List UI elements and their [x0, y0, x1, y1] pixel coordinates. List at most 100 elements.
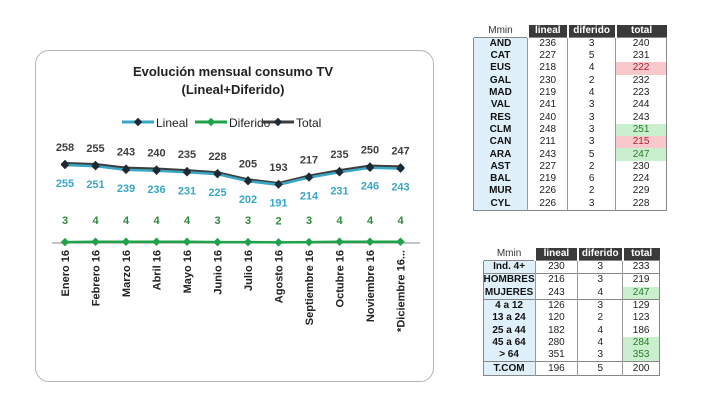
diferido-cell: 4 [577, 324, 623, 337]
data-label-diferido: 4 [92, 215, 99, 227]
table-row: Ind. 4+ 230 3 233 [483, 260, 660, 274]
diferido-cell: 3 [577, 298, 623, 313]
total-cell: 353 [622, 349, 660, 362]
total-cell: 243 [615, 111, 667, 124]
column-header: Mmin [472, 25, 528, 38]
x-tick-label: Noviembre 16 [365, 250, 377, 322]
x-tick-label: Enero 16 [60, 250, 72, 296]
data-label-total: 228 [208, 151, 226, 163]
data-point-lineal [121, 165, 131, 175]
lineal-cell: 230 [534, 260, 578, 274]
diferido-cell: 4 [567, 86, 616, 100]
total-cell: 228 [615, 197, 667, 211]
row-label: HOMBRES [483, 273, 536, 287]
data-label-lineal: 231 [178, 185, 196, 197]
data-label-total: 255 [86, 143, 104, 155]
row-label: 45 a 64 [483, 336, 536, 350]
data-point-diferido [335, 237, 344, 247]
diferido-cell: 3 [567, 99, 616, 112]
data-label-lineal: 225 [208, 187, 226, 199]
data-point-diferido [91, 237, 100, 247]
data-label-total: 205 [239, 158, 257, 170]
data-label-total: 240 [147, 148, 165, 160]
data-label-lineal: 236 [147, 184, 165, 196]
total-cell: 186 [622, 324, 660, 337]
table-row: T.COM 196 5 200 [483, 361, 660, 376]
lineal-cell: 280 [534, 336, 578, 350]
row-label: CAT [473, 50, 528, 63]
total-cell: 247 [615, 148, 667, 161]
x-tick-label: Agosto 16 [274, 250, 286, 303]
legend-marker-total [273, 117, 283, 127]
data-label-diferido: 4 [397, 215, 404, 227]
lineal-cell: 226 [527, 185, 568, 198]
lineal-cell: 227 [527, 160, 568, 173]
series-line-total [64, 162, 401, 186]
table-row: 25 a 44 182 4 186 [483, 324, 660, 337]
column-header: diferido [566, 25, 616, 38]
data-point-lineal [152, 166, 161, 176]
line-chart: Evolución mensual consumo TV (Lineal+Dife… [52, 64, 420, 332]
lineal-cell: 243 [534, 286, 578, 300]
lineal-cell: 196 [534, 361, 578, 376]
legend-marker-lineal [133, 117, 143, 127]
data-point-diferido [60, 237, 70, 247]
table-row: 13 a 24 120 2 123 [483, 312, 660, 325]
table-row: CYL 226 3 228 [473, 197, 667, 211]
lineal-cell: 240 [527, 111, 568, 124]
x-tick-label: *Diciembre 16... [396, 250, 408, 332]
row-label: > 64 [483, 349, 536, 362]
x-tick-label: Mayo 16 [182, 250, 194, 293]
chart-panel [35, 50, 434, 382]
diferido-cell: 3 [567, 37, 616, 50]
table-row: EUS 218 4 222 [473, 62, 667, 75]
diferido-cell: 2 [577, 312, 623, 325]
data-label-diferido: 2 [275, 215, 281, 227]
data-label-diferido: 4 [153, 215, 160, 227]
total-cell: 129 [622, 298, 660, 313]
diferido-cell: 3 [577, 260, 623, 274]
lineal-cell: 248 [527, 123, 568, 137]
legend-label-lineal: Lineal [156, 116, 188, 130]
diferido-cell: 2 [567, 185, 616, 198]
data-label-total: 258 [56, 142, 74, 154]
data-label-diferido: 3 [214, 215, 220, 227]
lineal-cell: 226 [527, 197, 568, 211]
x-tick-label: Septiembre 16 [304, 250, 316, 325]
data-label-diferido: 4 [123, 215, 130, 227]
table-row: RES 240 3 243 [473, 111, 667, 124]
column-header: lineal [526, 25, 568, 38]
column-header: diferido [576, 248, 623, 261]
data-label-diferido: 3 [245, 215, 251, 227]
data-label-total: 235 [178, 149, 196, 161]
total-cell: 247 [622, 286, 660, 300]
row-label: MUJERES [483, 286, 536, 300]
data-point-diferido [396, 237, 405, 247]
lineal-cell: 182 [534, 324, 578, 337]
data-label-lineal: 214 [300, 191, 319, 203]
row-label: AST [473, 160, 528, 173]
legend-marker-diferido [206, 117, 216, 127]
data-point-diferido [243, 237, 253, 247]
total-cell: 222 [615, 62, 667, 75]
diferido-cell: 3 [567, 197, 616, 211]
data-label-total: 193 [269, 162, 287, 174]
data-label-diferido: 3 [62, 215, 68, 227]
row-label: AND [473, 37, 528, 50]
total-cell: 232 [615, 74, 667, 87]
total-cell: 123 [622, 312, 660, 325]
lineal-cell: 230 [527, 74, 568, 87]
data-point-lineal [243, 176, 253, 186]
table-row: CAN 211 3 215 [473, 136, 667, 149]
diferido-cell: 4 [577, 336, 623, 350]
data-label-diferido: 4 [367, 215, 374, 227]
data-point-lineal [60, 160, 70, 170]
row-label: 4 a 12 [483, 298, 536, 313]
data-point-diferido [365, 237, 375, 247]
data-point-lineal [274, 180, 283, 189]
total-cell: 240 [615, 37, 667, 50]
table-row: AST 227 2 230 [473, 160, 667, 173]
data-point-diferido [182, 237, 192, 247]
row-label: MAD [473, 86, 528, 100]
row-label: CLM [473, 123, 528, 137]
